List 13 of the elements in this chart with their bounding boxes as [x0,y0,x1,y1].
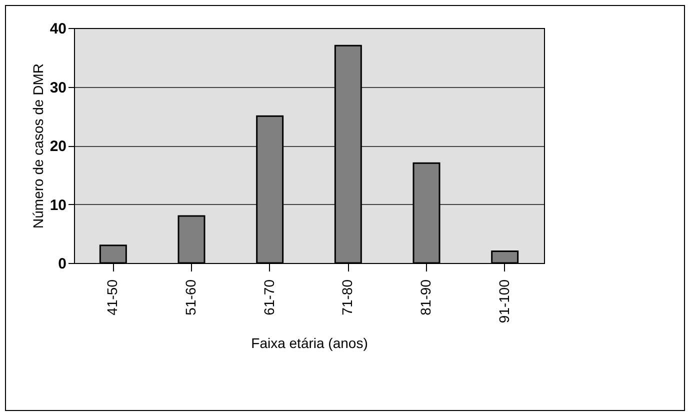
y-tick-label: 20 [50,138,66,155]
y-tick-label: 40 [50,20,66,38]
y-tick-label: 10 [50,196,66,214]
x-tick-label: 91-100 [496,279,512,324]
x-tick-label: 41-50 [104,279,120,316]
x-tick-label: 81-90 [418,279,434,316]
x-tick-label: 51-60 [182,279,198,316]
x-tick-label: 71-80 [339,279,356,316]
y-tick-label: 30 [50,79,66,96]
x-tick-label: 61-70 [260,279,277,316]
y-axis-title: Número de casos de DMR [30,64,46,228]
y-tick-label: 0 [58,256,66,272]
x-axis-title: Faixa etária (anos) [251,335,368,352]
